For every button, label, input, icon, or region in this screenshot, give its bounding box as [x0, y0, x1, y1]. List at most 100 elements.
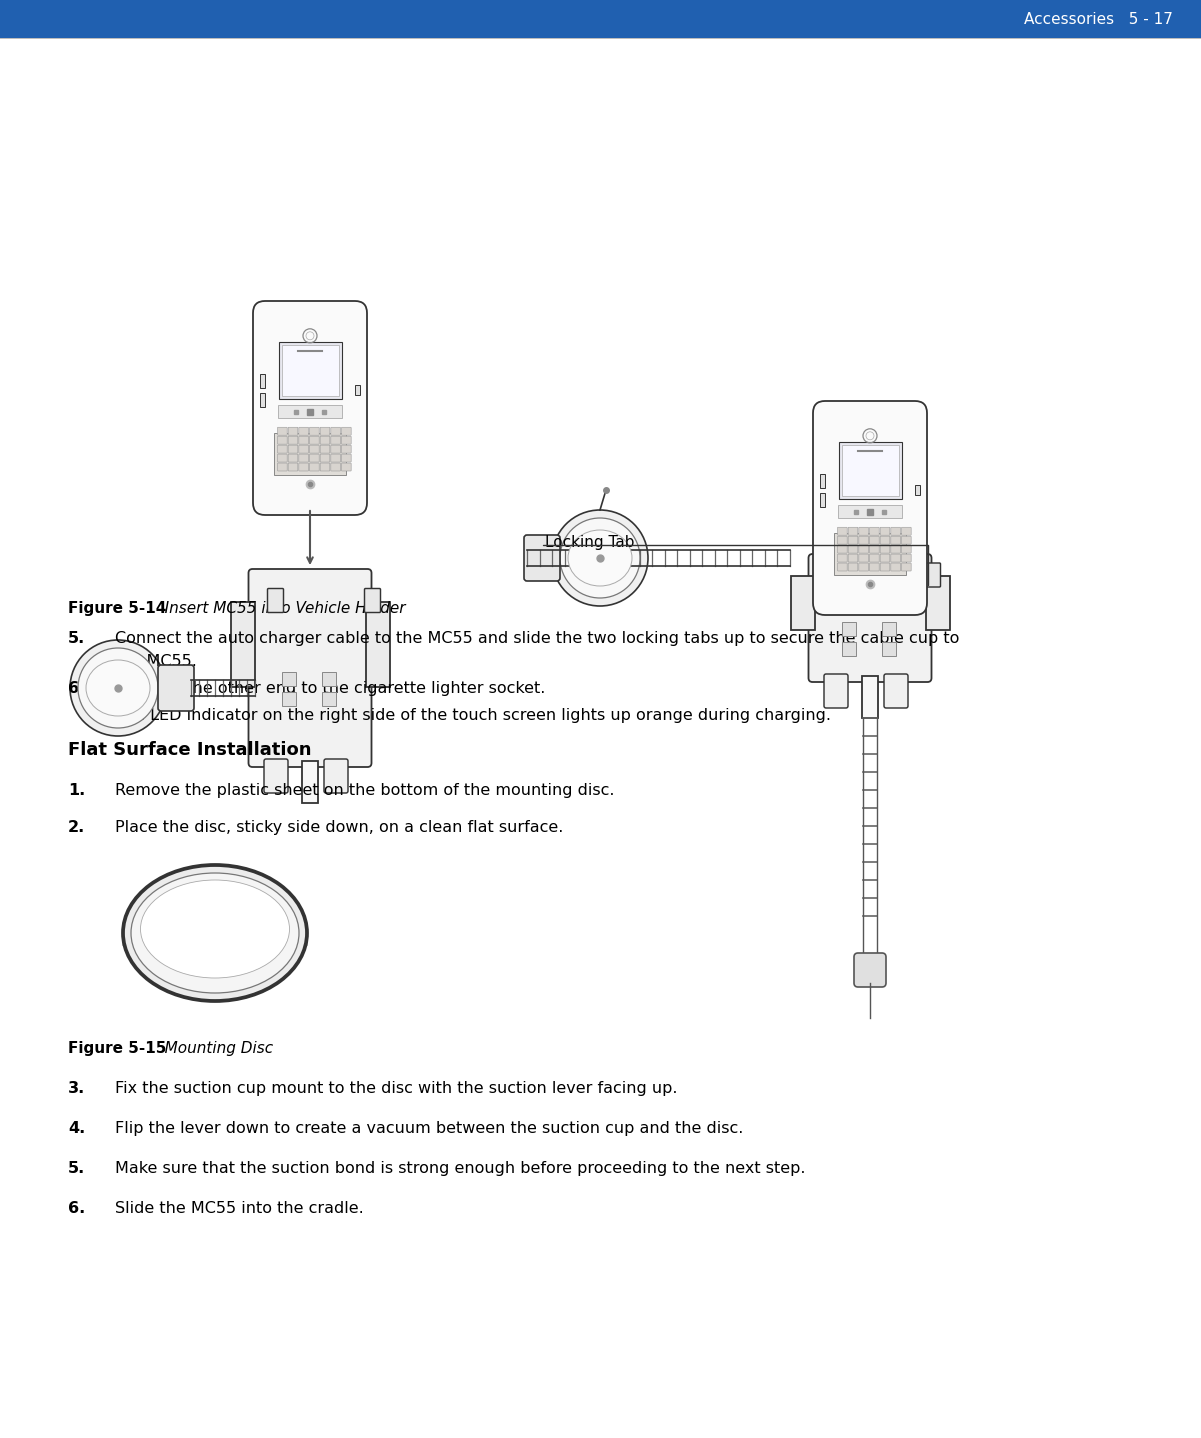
FancyBboxPatch shape: [249, 569, 371, 766]
FancyBboxPatch shape: [277, 446, 287, 453]
Bar: [837, 505, 902, 519]
Text: Mounting Disc: Mounting Disc: [150, 1041, 273, 1055]
FancyBboxPatch shape: [341, 436, 351, 444]
Text: Remove the plastic sheet on the bottom of the mounting disc.: Remove the plastic sheet on the bottom o…: [115, 784, 615, 798]
FancyBboxPatch shape: [310, 436, 319, 444]
FancyBboxPatch shape: [310, 427, 319, 436]
FancyBboxPatch shape: [891, 554, 901, 562]
FancyBboxPatch shape: [891, 564, 901, 571]
Bar: [820, 473, 825, 487]
FancyBboxPatch shape: [884, 674, 908, 707]
FancyBboxPatch shape: [827, 564, 843, 587]
Ellipse shape: [125, 932, 305, 952]
FancyBboxPatch shape: [288, 436, 298, 444]
Bar: [281, 345, 339, 395]
FancyBboxPatch shape: [859, 564, 868, 571]
FancyBboxPatch shape: [310, 454, 319, 462]
Bar: [259, 393, 265, 407]
Text: Figure 5-14: Figure 5-14: [68, 601, 167, 615]
Bar: [322, 692, 336, 706]
Bar: [365, 601, 389, 687]
FancyBboxPatch shape: [859, 554, 868, 562]
FancyBboxPatch shape: [854, 953, 886, 986]
FancyBboxPatch shape: [268, 588, 283, 613]
FancyBboxPatch shape: [837, 564, 847, 571]
Bar: [833, 532, 906, 575]
FancyBboxPatch shape: [277, 427, 287, 436]
Text: 5.: 5.: [68, 1160, 85, 1176]
Ellipse shape: [86, 660, 150, 716]
Text: the MC55.: the MC55.: [115, 654, 197, 669]
FancyBboxPatch shape: [299, 463, 309, 472]
Text: 2.: 2.: [68, 820, 85, 835]
Bar: [820, 492, 825, 506]
Text: Slide the MC55 into the cradle.: Slide the MC55 into the cradle.: [115, 1201, 364, 1217]
FancyBboxPatch shape: [902, 528, 912, 535]
Bar: [882, 623, 896, 636]
FancyBboxPatch shape: [364, 588, 381, 613]
Bar: [0, 0, 1201, 37]
Bar: [282, 692, 295, 706]
FancyBboxPatch shape: [264, 759, 288, 792]
Circle shape: [560, 518, 640, 598]
FancyBboxPatch shape: [299, 436, 309, 444]
Bar: [282, 672, 295, 686]
Ellipse shape: [123, 866, 307, 1001]
FancyBboxPatch shape: [277, 436, 287, 444]
FancyBboxPatch shape: [880, 564, 890, 571]
FancyBboxPatch shape: [299, 446, 309, 453]
FancyBboxPatch shape: [870, 545, 879, 554]
Bar: [842, 444, 898, 496]
Text: 6.: 6.: [68, 1201, 85, 1217]
FancyBboxPatch shape: [848, 528, 858, 535]
FancyBboxPatch shape: [253, 301, 368, 515]
FancyBboxPatch shape: [870, 536, 879, 544]
Text: Locking Tab: Locking Tab: [545, 535, 634, 551]
Text: 3.: 3.: [68, 1081, 85, 1096]
FancyBboxPatch shape: [925, 564, 940, 587]
FancyBboxPatch shape: [813, 401, 927, 615]
FancyBboxPatch shape: [330, 454, 341, 462]
Bar: [838, 441, 902, 499]
FancyBboxPatch shape: [902, 536, 912, 544]
Bar: [926, 577, 950, 630]
FancyBboxPatch shape: [902, 554, 912, 562]
Text: 5.: 5.: [68, 631, 85, 646]
FancyBboxPatch shape: [837, 554, 847, 562]
Bar: [322, 672, 336, 686]
FancyBboxPatch shape: [891, 536, 901, 544]
FancyBboxPatch shape: [880, 528, 890, 535]
Text: 1.: 1.: [68, 784, 85, 798]
FancyBboxPatch shape: [859, 545, 868, 554]
FancyBboxPatch shape: [880, 545, 890, 554]
FancyBboxPatch shape: [288, 454, 298, 462]
FancyBboxPatch shape: [837, 545, 847, 554]
Ellipse shape: [568, 531, 632, 587]
FancyBboxPatch shape: [848, 536, 858, 544]
FancyBboxPatch shape: [310, 463, 319, 472]
FancyBboxPatch shape: [299, 454, 309, 462]
Text: Flat Surface Installation: Flat Surface Installation: [68, 741, 311, 759]
Text: Fix the suction cup mount to the disc with the suction lever facing up.: Fix the suction cup mount to the disc wi…: [115, 1081, 677, 1096]
FancyBboxPatch shape: [341, 454, 351, 462]
FancyBboxPatch shape: [808, 554, 932, 682]
FancyBboxPatch shape: [310, 446, 319, 453]
FancyBboxPatch shape: [341, 463, 351, 472]
Text: Accessories   5 - 17: Accessories 5 - 17: [1024, 12, 1173, 26]
FancyBboxPatch shape: [880, 536, 890, 544]
FancyBboxPatch shape: [859, 528, 868, 535]
Bar: [274, 433, 346, 475]
Bar: [842, 623, 856, 636]
Text: The LED indicator on the right side of the touch screen lights up orange during : The LED indicator on the right side of t…: [115, 707, 831, 723]
Ellipse shape: [131, 873, 299, 994]
Bar: [279, 341, 341, 398]
Bar: [277, 406, 342, 418]
FancyBboxPatch shape: [880, 554, 890, 562]
Text: 6.: 6.: [68, 682, 85, 696]
Text: Make sure that the suction bond is strong enough before proceeding to the next s: Make sure that the suction bond is stron…: [115, 1160, 806, 1176]
FancyBboxPatch shape: [859, 536, 868, 544]
FancyBboxPatch shape: [330, 436, 341, 444]
Text: Connect the other end to the cigarette lighter socket.: Connect the other end to the cigarette l…: [115, 682, 545, 696]
FancyBboxPatch shape: [330, 463, 341, 472]
Ellipse shape: [127, 929, 303, 949]
